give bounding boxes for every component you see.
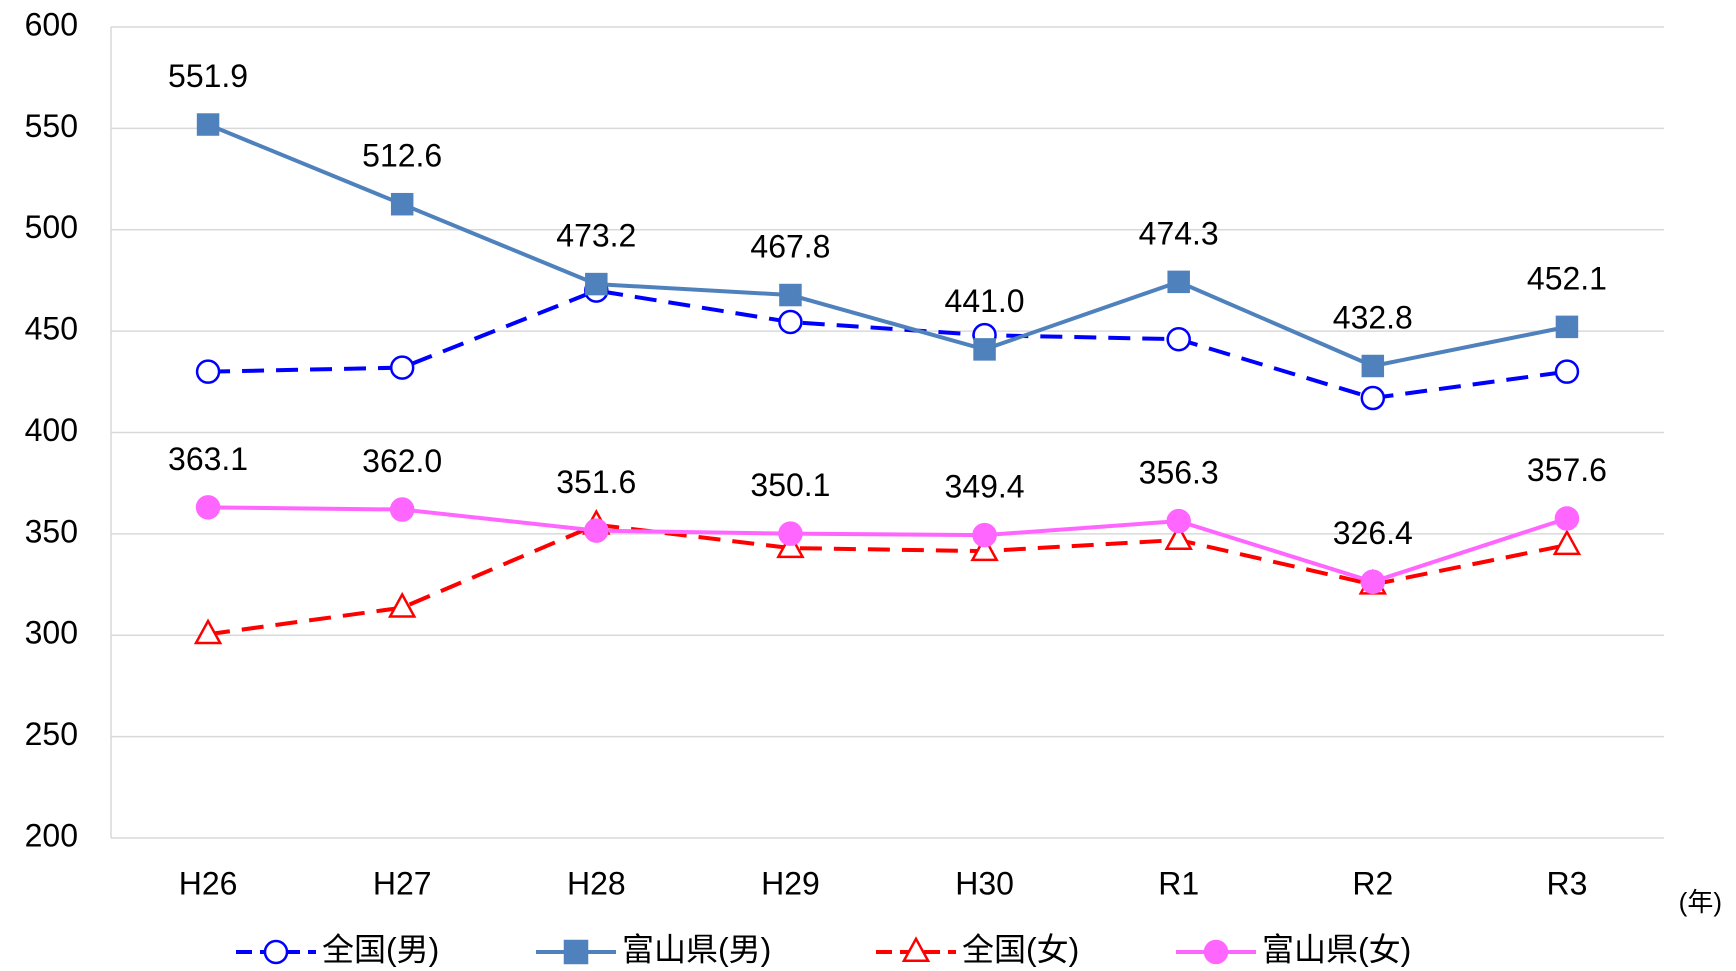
data-label: 356.3 [1139, 455, 1219, 491]
marker [970, 535, 999, 562]
legend-item: 富山県(男) [536, 931, 771, 967]
data-label: 357.6 [1527, 452, 1607, 488]
x-tick-label: R3 [1546, 865, 1587, 901]
marker [901, 936, 931, 963]
marker [1360, 569, 1386, 594]
legend-label: 富山県(女) [1262, 931, 1411, 967]
data-label: 512.6 [362, 138, 442, 174]
data-label: 351.6 [556, 464, 636, 500]
y-tick-label: 350 [25, 513, 78, 549]
data-label: 350.1 [750, 467, 830, 503]
series-line [208, 505, 1568, 584]
data-label: 441.0 [945, 283, 1025, 319]
legend-label: 富山県(男) [622, 931, 771, 967]
marker [1164, 524, 1193, 551]
y-tick-label: 550 [25, 108, 78, 144]
data-label: 362.0 [362, 443, 442, 479]
marker [196, 113, 220, 136]
marker [195, 359, 221, 384]
x-tick-label: R2 [1352, 865, 1393, 901]
legend-item: 全国(男) [236, 931, 439, 967]
x-tick-label: H28 [567, 865, 626, 901]
marker [193, 618, 223, 645]
marker [778, 521, 803, 546]
marker [1167, 270, 1190, 294]
marker [1554, 506, 1580, 531]
marker [390, 192, 414, 216]
marker [1552, 529, 1582, 556]
x-tick-label: H27 [373, 865, 432, 901]
data-label: 474.3 [1139, 215, 1219, 251]
data-label: 473.2 [556, 218, 636, 254]
y-tick-label: 450 [25, 311, 78, 347]
y-tick-label: 300 [25, 615, 78, 651]
x-unit-label: (年) [1679, 887, 1722, 917]
marker [584, 518, 609, 543]
marker [1166, 508, 1191, 534]
x-tick-label: H26 [179, 865, 238, 901]
marker [1166, 326, 1191, 352]
marker [263, 939, 289, 965]
y-tick-label: 200 [25, 817, 78, 853]
legend-item: 全国(女) [876, 931, 1079, 967]
data-label: 326.4 [1333, 515, 1413, 551]
marker [778, 309, 803, 335]
marker [779, 283, 802, 307]
series-line [207, 522, 1568, 637]
legend-item: 富山県(女) [1176, 931, 1411, 967]
legend-label: 全国(女) [962, 931, 1079, 967]
data-label: 363.1 [168, 441, 248, 477]
series-line [207, 122, 1568, 369]
x-tick-label: R1 [1158, 865, 1199, 901]
series-line [208, 288, 1568, 401]
marker [585, 272, 608, 296]
marker [1360, 385, 1386, 411]
x-tick-label: H30 [955, 865, 1014, 901]
y-tick-label: 600 [25, 6, 78, 42]
marker [1554, 359, 1580, 384]
data-label: 349.4 [945, 469, 1025, 505]
marker [1203, 939, 1229, 965]
y-tick-label: 400 [25, 412, 78, 448]
marker [563, 939, 589, 965]
marker [195, 495, 221, 520]
marker [389, 355, 415, 380]
marker [1361, 354, 1385, 378]
marker [973, 338, 996, 361]
marker [389, 497, 415, 522]
x-tick-label: H29 [761, 865, 820, 901]
legend-label: 全国(男) [322, 931, 439, 967]
marker [1555, 315, 1579, 339]
marker [387, 591, 417, 618]
y-tick-label: 500 [25, 209, 78, 245]
data-label: 467.8 [750, 228, 830, 264]
data-label: 432.8 [1333, 299, 1413, 335]
y-tick-label: 250 [25, 716, 78, 752]
data-label: 551.9 [168, 58, 248, 94]
marker [972, 522, 997, 548]
data-label: 452.1 [1527, 260, 1607, 296]
